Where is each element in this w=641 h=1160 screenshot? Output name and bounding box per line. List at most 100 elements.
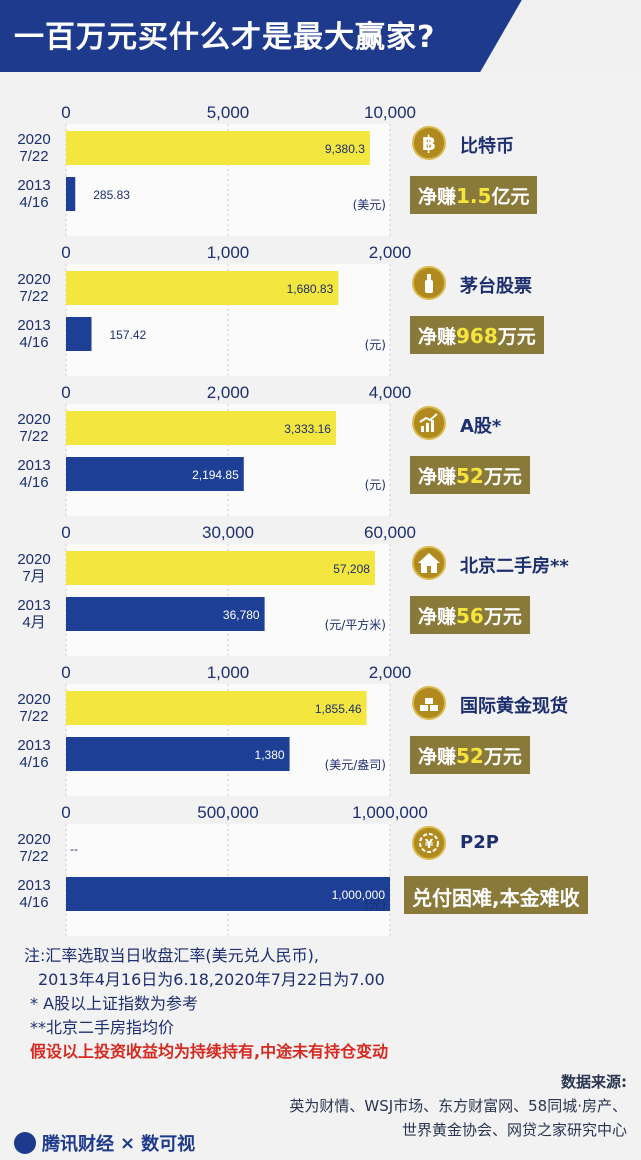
date-year: 2013: [17, 877, 51, 894]
banner-corner-stripe: [480, 0, 641, 72]
data-label: 36,780: [223, 608, 260, 622]
date-day: 7/22: [19, 708, 49, 725]
axis-tick-label: 4,000: [369, 384, 412, 402]
unit-label: (元/平方米): [324, 618, 386, 632]
profit-unit: 万元: [483, 466, 522, 488]
data-label: --: [70, 842, 78, 856]
chart-panel: 0 1,000 2,000 1,855.46 1,380 2020 7/22 2013 4/16…: [0, 664, 641, 804]
date-day: 4/16: [19, 474, 49, 491]
date-day: 7/22: [19, 148, 49, 165]
bar-initial: [66, 737, 290, 771]
axis-tick-label: 2,000: [207, 384, 250, 402]
bar-initial: [66, 177, 76, 211]
tencent-finance-logo-icon: [14, 1132, 36, 1154]
date-day: 4月: [22, 614, 46, 631]
yuan-coin-icon: ¥: [412, 826, 446, 860]
profit-amount: 968: [456, 324, 498, 348]
unit-label: (美元): [352, 198, 386, 212]
net-profit-badge: 净赚1.5亿元: [410, 176, 538, 214]
chart-panel: 0 5,000 10,000 9,380.3 285.83 2020 7/22 2013 4/1…: [0, 104, 641, 244]
net-profit-badge: 净赚968万元: [410, 316, 544, 354]
date-year: 2020: [17, 411, 51, 428]
asset-name: 茅台股票: [460, 276, 532, 297]
bar-chart: 0 500,000 1,000,000 -- 1,000,000: [61, 804, 428, 936]
date-label: 2020 7/22: [8, 831, 60, 865]
date-label: 2020 7/22: [8, 411, 60, 445]
profit-amount: 52: [456, 744, 484, 768]
profit-prefix: 净赚: [418, 606, 457, 628]
axis-tick-label: 0: [61, 664, 70, 682]
date-year: 2013: [17, 317, 51, 334]
date-day: 4/16: [19, 754, 49, 771]
date-year: 2020: [17, 551, 51, 568]
date-day: 4/16: [19, 334, 49, 351]
svg-text:฿: ฿: [422, 131, 436, 155]
axis-tick-label: 0: [61, 804, 70, 822]
liquor-bottle-icon: [412, 266, 446, 300]
date-year: 2013: [17, 457, 51, 474]
profit-unit: 万元: [483, 746, 522, 768]
svg-text:¥: ¥: [425, 837, 434, 851]
date-day: 7/22: [19, 428, 49, 445]
data-label: 285.83: [93, 188, 130, 202]
axis-tick-label: 60,000: [364, 524, 416, 542]
bar-initial: [66, 317, 92, 351]
chart-panel: 0 500,000 1,000,000 -- 1,000,000 2020 7/22 2013…: [0, 804, 641, 944]
data-source: 数据来源: 英为财情、WSJ市场、东方财富网、58同城·房产、 世界黄金协会、网…: [289, 1070, 627, 1142]
data-label: 157.42: [110, 328, 147, 342]
note-assumption: 假设以上投资收益均为持续持有,中途未有持仓变动: [30, 1042, 389, 1061]
profit-prefix: 净赚: [418, 466, 457, 488]
brand-tencent-finance: 腾讯财经: [42, 1134, 114, 1155]
data-label: 1,380: [255, 748, 285, 762]
data-label: 1,000,000: [332, 888, 386, 902]
bar-chart: 0 1,000 2,000 1,680.83 157.42: [61, 244, 411, 376]
date-label: 2013 4月: [8, 597, 60, 631]
net-profit-badge: 净赚52万元: [410, 736, 530, 774]
title-banner: 一百万元买什么才是最大赢家?: [0, 0, 641, 72]
data-label: 57,208: [333, 562, 370, 576]
unit-label: (元): [364, 338, 386, 352]
date-year: 2020: [17, 131, 51, 148]
chart-panel: 0 2,000 4,000 3,333.16 2,194.85 2020 7/22 2013 4…: [0, 384, 641, 524]
brand-shukeshi: 数可视: [141, 1134, 196, 1155]
date-year: 2013: [17, 737, 51, 754]
bitcoin-icon: ฿: [412, 126, 446, 160]
chart-panel: 0 30,000 60,000 57,208 36,780 2020 7月 2013 4月 (元/…: [0, 524, 641, 664]
asset-name: P2P: [460, 832, 499, 853]
date-label: 2013 4/16: [8, 737, 60, 771]
chart-panel: 0 1,000 2,000 1,680.83 157.42 2020 7/22 2013 4/1…: [0, 244, 641, 384]
net-profit-badge: 净赚56万元: [410, 596, 530, 634]
brand-times-sign: ×: [120, 1132, 136, 1154]
note-exchange-rate-values: 2013年4月16日为6.18,2020年7月22日为7.00: [38, 970, 385, 989]
date-day: 7月: [22, 568, 46, 585]
axis-tick-label: 30,000: [202, 524, 254, 542]
net-profit-badge: 净赚52万元: [410, 456, 530, 494]
data-label: 1,680.83: [287, 282, 334, 296]
date-label: 2020 7月: [8, 551, 60, 585]
source-line-1: 英为财情、WSJ市场、东方财富网、58同城·房产、: [289, 1097, 627, 1115]
bar-chart: 0 30,000 60,000 57,208 36,780: [61, 524, 416, 656]
date-day: 7/22: [19, 848, 49, 865]
bar-current: [66, 271, 339, 305]
date-year: 2013: [17, 597, 51, 614]
date-label: 2020 7/22: [8, 691, 60, 725]
page-title: 一百万元买什么才是最大赢家?: [14, 20, 436, 55]
profit-amount: 56: [456, 604, 484, 628]
net-profit-badge: 兑付困难,本金难收: [404, 876, 588, 914]
profit-unit: 万元: [483, 606, 522, 628]
axis-tick-label: 0: [61, 104, 70, 122]
bar-current: [66, 691, 367, 725]
profit-amount: 1.5: [456, 184, 492, 208]
date-year: 2020: [17, 691, 51, 708]
unit-label: (美元/盎司): [324, 758, 386, 772]
data-label: 2,194.85: [192, 468, 239, 482]
asset-name: 北京二手房**: [460, 556, 569, 577]
axis-tick-label: 1,000: [207, 664, 250, 682]
footnotes: 注:汇率选取当日收盘汇率(美元兑人民币), 2013年4月16日为6.18,20…: [24, 944, 624, 1064]
profit-prefix: 净赚: [418, 746, 457, 768]
bar-current: [66, 411, 336, 445]
stock-chart-icon: [412, 406, 446, 440]
date-label: 2013 4/16: [8, 457, 60, 491]
date-label: 2013 4/16: [8, 317, 60, 351]
bar-chart: 0 1,000 2,000 1,855.46 1,380: [61, 664, 411, 796]
